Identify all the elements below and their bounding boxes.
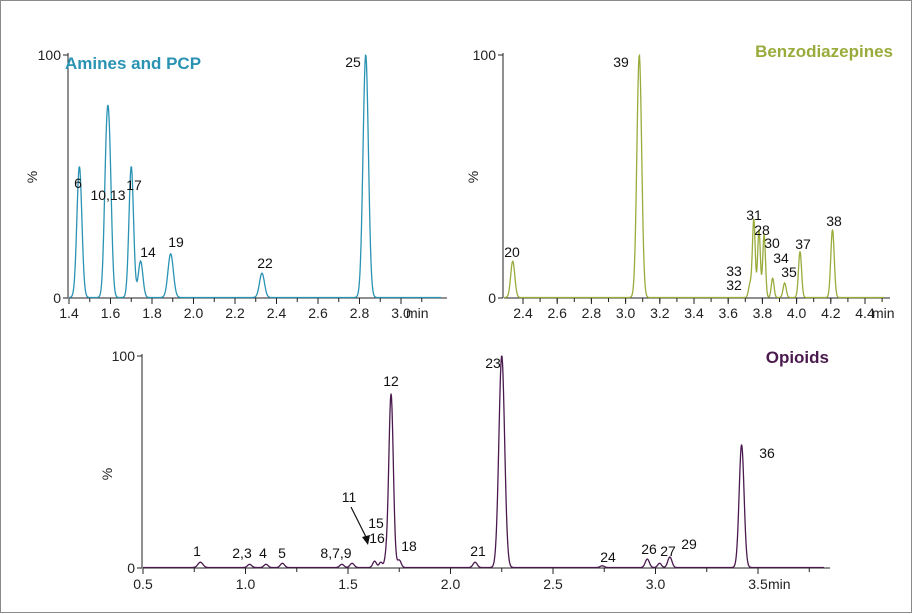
peak-label-18: 18 bbox=[401, 538, 417, 554]
peak-label-1: 1 bbox=[193, 543, 201, 559]
x-tick-label: 2.8 bbox=[350, 305, 370, 321]
x-tick-label: 1.6 bbox=[101, 305, 121, 321]
peak-label-22: 22 bbox=[257, 255, 273, 271]
x-tick-label: 2.5 bbox=[543, 576, 563, 592]
x-tick-label: 3.0 bbox=[646, 576, 666, 592]
peak-label-21: 21 bbox=[470, 543, 486, 559]
x-tick-label: 4.2 bbox=[821, 305, 841, 321]
x-tick-label: 2.6 bbox=[308, 305, 328, 321]
peak-label-36: 36 bbox=[759, 445, 775, 461]
x-tick-label: 1.8 bbox=[142, 305, 162, 321]
peak-label-24: 24 bbox=[600, 549, 616, 565]
peak-label-37: 37 bbox=[795, 236, 811, 252]
x-unit-label: min bbox=[872, 305, 895, 321]
chart-title: Benzodiazepines bbox=[755, 42, 893, 61]
x-unit-label: min bbox=[406, 305, 429, 321]
x-tick-label: 4.4 bbox=[855, 305, 875, 321]
x-tick-label: 2.8 bbox=[582, 305, 602, 321]
x-tick-label: 1.0 bbox=[236, 576, 256, 592]
peak-label-39: 39 bbox=[613, 54, 629, 70]
peak-label-8-7-9: 8,7,9 bbox=[320, 545, 351, 561]
peak-label-12: 12 bbox=[383, 373, 399, 389]
x-tick-label: 2.0 bbox=[184, 305, 204, 321]
chromatogram-trace bbox=[143, 355, 824, 569]
chart-panel-2: 0 100% 0.5 1.0 1.5 2.0 2.5 3.0 3.5 min 1 2,3 4 5 8,7,9… bbox=[99, 348, 830, 592]
peak-label-19: 19 bbox=[168, 234, 184, 250]
peak-label-23: 23 bbox=[485, 355, 501, 371]
x-tick-label: 3.5 bbox=[748, 576, 768, 592]
peak-label-34: 34 bbox=[773, 250, 789, 266]
peak-label-11: 11 bbox=[342, 489, 357, 505]
x-tick-label: 3.8 bbox=[753, 305, 773, 321]
peak-label-6: 6 bbox=[74, 175, 82, 191]
peak-label-35: 35 bbox=[781, 264, 797, 280]
y-axis-label: % bbox=[99, 468, 115, 480]
peak-label-31: 31 bbox=[746, 207, 762, 223]
peak-label-16: 16 bbox=[369, 530, 385, 546]
peak-label-30: 30 bbox=[764, 235, 780, 251]
arrow-shaft bbox=[350, 506, 369, 542]
peak-label-28: 28 bbox=[754, 222, 770, 238]
peak-label-29: 29 bbox=[681, 536, 697, 552]
peak-label-17: 17 bbox=[126, 177, 142, 193]
y-tick-label: 100 bbox=[38, 47, 62, 63]
peak-label-32: 32 bbox=[726, 277, 742, 293]
peak-label-10-13: 10,13 bbox=[90, 187, 125, 203]
x-tick-label: 3.0 bbox=[616, 305, 636, 321]
x-tick-label: 3.0 bbox=[391, 305, 411, 321]
x-tick-label: 2.4 bbox=[513, 305, 533, 321]
y-axis-label: % bbox=[465, 171, 481, 183]
x-tick-label: 1.5 bbox=[338, 576, 358, 592]
y-tick-label: 0 bbox=[488, 290, 496, 306]
peak-label-33: 33 bbox=[726, 263, 742, 279]
chromatogram-trace bbox=[503, 53, 884, 299]
peak-label-20: 20 bbox=[504, 244, 520, 260]
y-axis-label: % bbox=[24, 171, 40, 183]
chart-title: Amines and PCP bbox=[65, 54, 201, 73]
chromatogram-trace bbox=[68, 54, 441, 299]
chart-panel-1: 0 100% 2.4 2.6 2.8 3.0 3.2 3.4 3.6 3.8 4.0 4.2 4.4mi… bbox=[465, 42, 895, 321]
peak-label-27: 27 bbox=[660, 543, 676, 559]
peak-label-15: 15 bbox=[368, 515, 384, 531]
y-tick-label: 100 bbox=[473, 47, 497, 63]
x-tick-label: 2.6 bbox=[547, 305, 567, 321]
peak-label-2-3: 2,3 bbox=[232, 545, 252, 561]
x-tick-label: 2.0 bbox=[441, 576, 461, 592]
x-tick-label: 2.2 bbox=[225, 305, 245, 321]
x-tick-label: 3.6 bbox=[718, 305, 738, 321]
x-tick-label: 1.4 bbox=[59, 305, 79, 321]
arrow-head bbox=[362, 535, 370, 545]
y-tick-label: 0 bbox=[127, 560, 135, 576]
chart-title: Opioids bbox=[766, 348, 829, 367]
x-tick-label: 2.4 bbox=[267, 305, 287, 321]
peak-11-arrow bbox=[350, 506, 370, 545]
x-tick-label: 3.2 bbox=[650, 305, 670, 321]
y-tick-label: 100 bbox=[112, 348, 136, 364]
x-tick-label: 0.5 bbox=[133, 576, 153, 592]
peak-label-25: 25 bbox=[345, 54, 361, 70]
x-unit-label: min bbox=[768, 576, 791, 592]
y-tick-label: 0 bbox=[53, 290, 61, 306]
peak-label-26: 26 bbox=[641, 541, 657, 557]
peak-label-5: 5 bbox=[278, 545, 286, 561]
peak-label-4: 4 bbox=[259, 545, 267, 561]
x-tick-label: 3.4 bbox=[684, 305, 704, 321]
peak-label-38: 38 bbox=[826, 213, 842, 229]
peak-label-14: 14 bbox=[140, 244, 156, 260]
x-tick-label: 4.0 bbox=[787, 305, 807, 321]
